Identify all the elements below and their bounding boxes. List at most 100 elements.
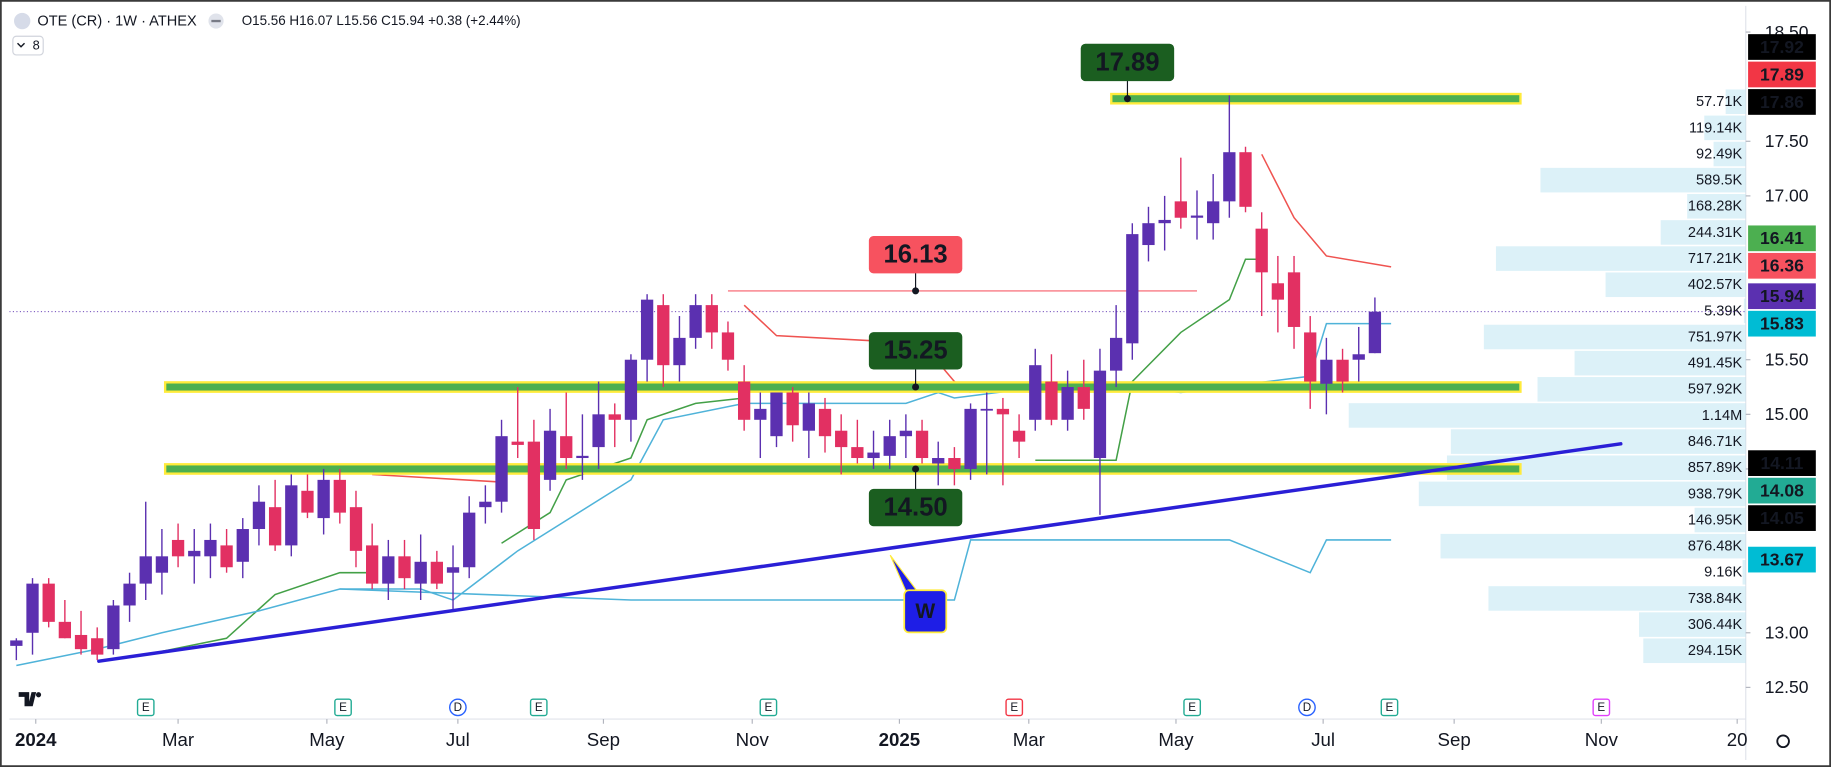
y-tick-label: 12.50 [1765, 677, 1809, 697]
candle-body [188, 550, 201, 557]
volume-profile-bar [1540, 167, 1746, 193]
candle-body [1320, 359, 1333, 384]
candle-body [398, 556, 411, 579]
candle-body [1142, 223, 1155, 246]
callout-anchor [912, 383, 920, 391]
price-badge-label: 13.67 [1760, 549, 1804, 569]
volume-profile-bar [1643, 638, 1746, 664]
candle-body [171, 539, 185, 557]
candle-body [139, 556, 152, 584]
volume-profile-label: 857.89K [1688, 460, 1743, 476]
x-tick-label: Nov [736, 729, 770, 750]
candle-body [657, 305, 670, 366]
candle-body [236, 529, 249, 562]
candle-body [123, 583, 136, 606]
indicator-line [339, 539, 1392, 601]
candle-body [1109, 337, 1123, 371]
candle-body [1045, 381, 1058, 420]
volume-profile-bar [1704, 115, 1746, 141]
plot-area [9, 92, 1746, 667]
price-badge [1748, 477, 1816, 504]
candle-body [818, 408, 832, 437]
volume-profile-label: 92.49K [1696, 146, 1742, 162]
candle-body [1077, 387, 1090, 409]
brand-logo[interactable] [18, 692, 42, 707]
candle-body [737, 381, 751, 420]
indicator-line [372, 473, 502, 483]
candle-body [1287, 272, 1301, 327]
candle-body [964, 408, 977, 469]
event-marker[interactable] [334, 698, 352, 717]
volume-profile-bar [1725, 89, 1746, 114]
volume-profile-label: 306.44K [1688, 617, 1743, 633]
event-marker[interactable] [759, 698, 778, 717]
price-badge-label: 17.86 [1760, 92, 1804, 112]
volume-profile-label: 402.57K [1688, 277, 1743, 293]
volume-profile-label: 57.71K [1696, 94, 1742, 110]
event-label: E [1597, 701, 1605, 714]
volume-profile-bar [1574, 350, 1746, 376]
x-tick-label: Nov [1585, 729, 1619, 750]
y-tick-label: 17.00 [1765, 186, 1809, 206]
candle-body [1029, 365, 1042, 420]
candle-body [268, 507, 282, 546]
volume-profile-bar [1488, 586, 1746, 611]
x-tick-label: Jul [1311, 729, 1335, 750]
settings-button[interactable] [1776, 734, 1790, 749]
x-tick-label: Jul [446, 729, 470, 750]
price-badge-label: 16.41 [1760, 228, 1804, 248]
candle-body [835, 430, 848, 448]
candle-body [1093, 370, 1107, 459]
event-label: E [535, 701, 543, 714]
volume-profile-bar [1348, 403, 1746, 428]
candle-body [754, 408, 767, 420]
x-tick-label: Mar [1013, 729, 1045, 750]
candle-body [285, 485, 298, 546]
candle-body [932, 458, 945, 464]
price-badge [1748, 450, 1816, 477]
trendline-label: W [915, 600, 935, 623]
candle-body [220, 545, 233, 568]
candle-body [721, 332, 735, 360]
event-marker[interactable] [529, 698, 548, 717]
event-marker[interactable] [1380, 698, 1399, 717]
x-tick-label: May [1158, 729, 1194, 750]
indicators-toggle[interactable] [12, 35, 44, 56]
symbol-title[interactable]: OTE (CR) · 1W · ATHEX [37, 13, 197, 29]
event-marker[interactable] [1298, 698, 1316, 717]
volume-profile-label: 589.5K [1696, 173, 1742, 189]
candle-body [107, 605, 120, 650]
event-marker[interactable] [136, 698, 155, 717]
candle-body [317, 479, 330, 519]
callout-label: 17.89 [1095, 48, 1159, 76]
candle-body [1012, 430, 1026, 442]
candle-body [980, 408, 993, 411]
candle-body [430, 561, 443, 584]
candle-body [42, 583, 55, 622]
volume-profile-label: 846.71K [1688, 434, 1743, 450]
price-badge-label: 15.83 [1760, 313, 1804, 333]
candle-body [1239, 152, 1252, 207]
volume-profile-bar [1537, 377, 1746, 402]
candle-body [786, 392, 799, 426]
price-badge-label: 17.92 [1760, 37, 1804, 57]
event-marker[interactable] [1183, 698, 1202, 717]
candle-body [527, 441, 541, 530]
candle-body [899, 430, 913, 437]
candle-body [74, 634, 88, 650]
price-badge-label: 14.08 [1760, 480, 1804, 500]
callout-box [868, 488, 963, 527]
callout-box [868, 235, 963, 274]
candle-body [463, 512, 476, 568]
visibility-icon [211, 19, 221, 23]
volume-profile-bar [1418, 481, 1746, 507]
event-marker[interactable] [1005, 698, 1024, 717]
event-marker[interactable] [449, 698, 467, 717]
event-marker[interactable] [1592, 698, 1611, 717]
volume-profile-label: 751.97K [1688, 329, 1743, 345]
header: OTE (CR) · 1W · ATHEX O15.56 H16.07 L15.… [12, 12, 521, 56]
volume-profile-bar [1743, 298, 1746, 324]
symbol-icon[interactable] [14, 12, 31, 30]
candle-body [10, 640, 23, 646]
